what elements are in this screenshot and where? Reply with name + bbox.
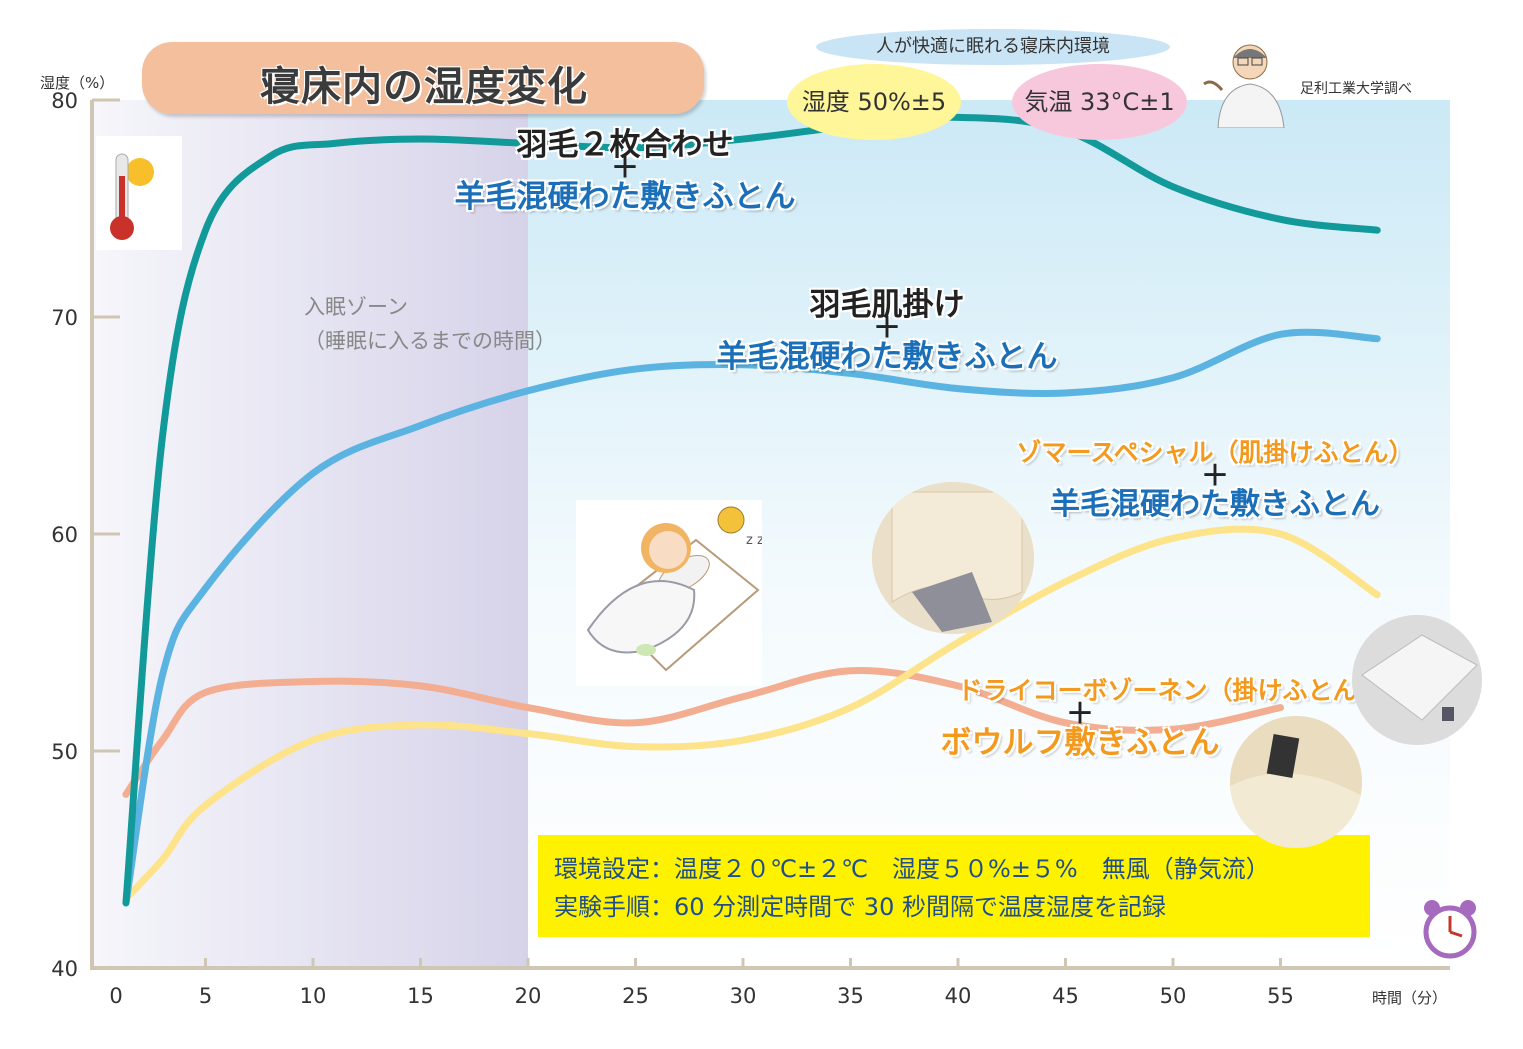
series-4-plus: ＋ [1065, 697, 1094, 730]
condition-title: 人が快適に眠れる寝床内環境 [816, 29, 1170, 65]
x-tick-label: 15 [407, 984, 434, 1008]
series-3-plus: ＋ [1200, 459, 1229, 492]
doctor-illustration [1200, 38, 1296, 129]
environment-note: 環境設定：温度２０℃±２℃ 湿度５０%±５% 無風（静気流） 実験手順：60 分… [538, 835, 1370, 937]
series-label-3: ゾマースペシャル（肌掛けふとん） ＋ 羊毛混硬わた敷きふとん [1000, 436, 1430, 524]
y-tick-label: 80 [51, 89, 78, 113]
series-1-line2: 羊毛混硬わた敷きふとん [454, 179, 796, 215]
temperature-badge: 気温 33°C±1 [1012, 64, 1187, 140]
y-tick-label: 60 [51, 523, 78, 547]
thermometer-sun-icon [96, 136, 182, 250]
chart-title-box: 寝床内の湿度変化 [142, 42, 704, 114]
sleep-zone-label-line1: 入眠ゾーン [304, 295, 408, 319]
x-axis-label: 時間（分） [1372, 989, 1447, 1007]
sleep-zone-label: 入眠ゾーン （睡眠に入るまでの時間） [304, 290, 556, 358]
x-tick-label: 50 [1160, 984, 1187, 1008]
product-photo-pad [872, 482, 1034, 634]
alarm-clock-icon [1420, 898, 1480, 960]
humidity-badge: 湿度 50%±5 [787, 64, 961, 140]
series-line-4 [122, 666, 1284, 798]
chart-title: 寝床内の湿度変化 [260, 64, 588, 110]
x-tick-label: 45 [1052, 984, 1079, 1008]
series-4-line2: ボウルフ敷きふとん [940, 725, 1220, 761]
series-label-1: 羽毛２枚合わせ ＋ 羊毛混硬わた敷きふとん [440, 126, 810, 216]
product-photo-mattress [1230, 716, 1362, 848]
x-tick-label: 55 [1267, 984, 1294, 1008]
series-4-line1: ドライコーボゾーネン（掛けふとん） [957, 676, 1383, 705]
x-tick-label: 20 [515, 984, 542, 1008]
environment-line2: 実験手順：60 分測定時間で 30 秒間隔で温度湿度を記録 [554, 893, 1166, 921]
svg-text:z z: z z [746, 533, 762, 548]
environment-line1: 環境設定：温度２０℃±２℃ 湿度５０%±５% 無風（静気流） [554, 855, 1270, 883]
series-line-1 [122, 113, 1381, 907]
series-2-line1: 羽毛肌掛け [809, 287, 965, 323]
series-2-line2: 羊毛混硬わた敷きふとん [716, 339, 1058, 375]
series-label-2: 羽毛肌掛け ＋ 羊毛混硬わた敷きふとん [700, 286, 1074, 376]
series-3-line2: 羊毛混硬わた敷きふとん [1050, 487, 1380, 522]
series-line-2 [122, 328, 1381, 907]
x-tick-label: 35 [837, 984, 864, 1008]
sleeping-girl-illustration: z z [576, 500, 764, 686]
series-1-line1: 羽毛２枚合わせ [516, 127, 734, 163]
series-2-plus: ＋ [872, 311, 901, 344]
y-tick-label: 50 [51, 740, 78, 764]
sleep-zone-label-line2: （睡眠に入るまでの時間） [304, 329, 556, 353]
x-tick-label: 5 [199, 984, 212, 1008]
researcher-credit: 足利工業大学調べ [1300, 81, 1412, 97]
x-tick-label: 40 [945, 984, 972, 1008]
series-1-plus: ＋ [610, 151, 639, 184]
x-tick-label: 0 [109, 984, 122, 1008]
y-tick-label: 40 [51, 957, 78, 981]
series-line-3 [122, 525, 1381, 903]
series-label-4: ドライコーボゾーネン（掛けふとん） ＋ ボウルフ敷きふとん [930, 674, 1410, 762]
x-tick-label: 30 [730, 984, 757, 1008]
series-3-line1: ゾマースペシャル（肌掛けふとん） [1016, 438, 1414, 467]
x-tick-label: 25 [622, 984, 649, 1008]
y-axis-label: 湿度（%） [40, 74, 114, 92]
product-photo-comforter [1352, 615, 1482, 745]
y-tick-label: 70 [51, 306, 78, 330]
x-tick-label: 10 [300, 984, 327, 1008]
